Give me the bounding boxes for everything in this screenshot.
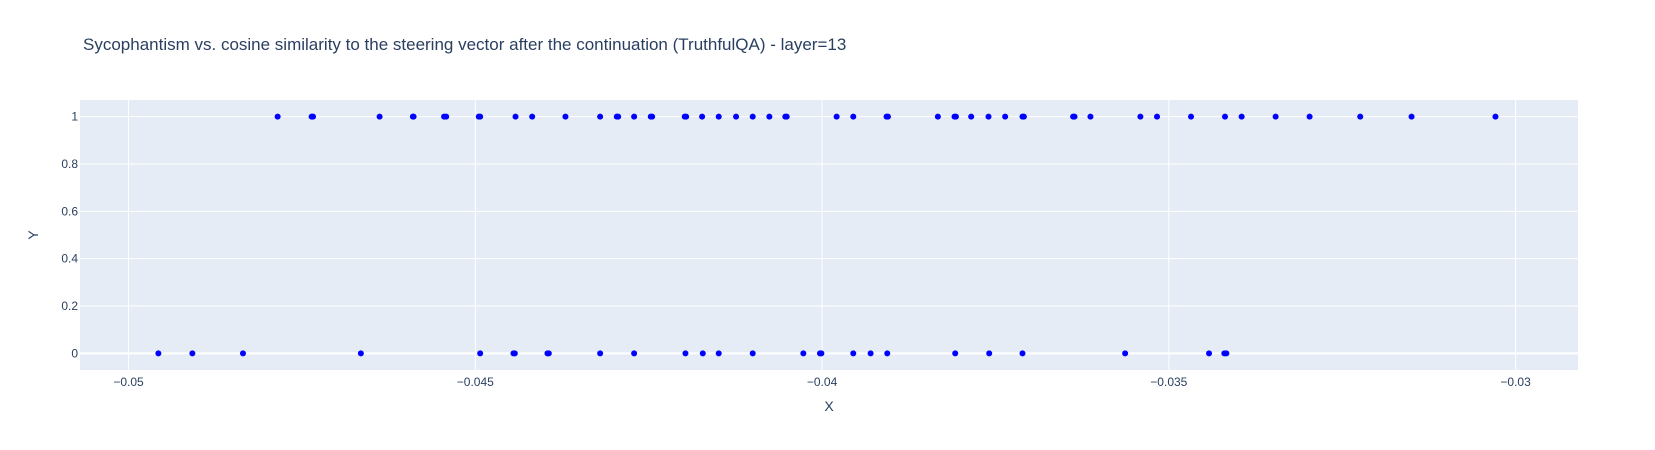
data-point (800, 350, 807, 357)
data-point (833, 113, 840, 120)
data-point (1223, 350, 1230, 357)
data-point (274, 113, 281, 120)
data-point (884, 350, 891, 357)
x-tick-label: −0.05 (113, 375, 144, 389)
data-point (597, 350, 604, 357)
data-point (310, 113, 317, 120)
data-point (631, 350, 638, 357)
data-point (766, 113, 773, 120)
x-tick-label: −0.045 (457, 375, 494, 389)
data-point (818, 350, 825, 357)
data-point (615, 113, 622, 120)
data-points (155, 113, 1499, 357)
data-point (189, 350, 196, 357)
data-point (409, 113, 416, 120)
data-point (631, 113, 638, 120)
data-point (934, 113, 941, 120)
chart-title: Sycophantism vs. cosine similarity to th… (83, 35, 846, 54)
data-point (968, 113, 975, 120)
data-point (884, 113, 891, 120)
x-tick-label: −0.035 (1150, 375, 1187, 389)
data-point (477, 350, 484, 357)
data-point (1071, 113, 1078, 120)
data-point (952, 113, 959, 120)
x-axis-title: X (824, 398, 834, 414)
data-point (1188, 113, 1195, 120)
x-tick-label: −0.04 (807, 375, 838, 389)
data-point (529, 113, 536, 120)
data-point (699, 113, 706, 120)
data-point (1221, 113, 1228, 120)
data-point (682, 350, 689, 357)
data-point (511, 350, 518, 357)
data-point (867, 350, 874, 357)
data-point (562, 113, 569, 120)
data-point (512, 113, 519, 120)
data-point (1020, 113, 1027, 120)
y-tick-label: 1 (71, 110, 78, 124)
data-point (376, 113, 383, 120)
data-point (986, 350, 993, 357)
x-tick-label: −0.03 (1500, 375, 1531, 389)
data-point (683, 113, 690, 120)
data-point (1408, 113, 1415, 120)
data-point (1154, 113, 1161, 120)
y-tick-label: 0.2 (61, 299, 78, 313)
plot-area (80, 100, 1578, 370)
data-point (1206, 350, 1213, 357)
data-point (357, 350, 364, 357)
data-point (783, 113, 790, 120)
data-point (952, 350, 959, 357)
data-point (1357, 113, 1364, 120)
data-point (1087, 113, 1094, 120)
y-tick-label: 0.4 (61, 252, 78, 266)
data-point (749, 350, 756, 357)
data-point (715, 350, 722, 357)
data-point (850, 350, 857, 357)
data-point (699, 350, 706, 357)
data-point (1137, 113, 1144, 120)
data-point (443, 113, 450, 120)
y-tick-label: 0 (71, 346, 78, 360)
data-point (1238, 113, 1245, 120)
data-point (985, 113, 992, 120)
y-tick-label: 0.8 (61, 157, 78, 171)
grid (80, 100, 1578, 370)
data-point (1019, 350, 1026, 357)
data-point (1272, 113, 1279, 120)
data-point (1492, 113, 1499, 120)
data-point (545, 350, 552, 357)
data-point (597, 113, 604, 120)
data-point (155, 350, 162, 357)
data-point (1122, 350, 1129, 357)
data-point (239, 350, 246, 357)
data-point (1002, 113, 1009, 120)
y-tick-label: 0.6 (61, 204, 78, 218)
data-point (715, 113, 722, 120)
data-point (733, 113, 740, 120)
data-point (649, 113, 656, 120)
data-point (1306, 113, 1313, 120)
data-point (749, 113, 756, 120)
data-point (850, 113, 857, 120)
data-point (477, 113, 484, 120)
tick-labels: −0.05 −0.045 −0.04 −0.035 −0.03 0 0.2 0.4 0.6 0.8… (61, 110, 1531, 389)
y-axis-title: Y (25, 230, 41, 240)
